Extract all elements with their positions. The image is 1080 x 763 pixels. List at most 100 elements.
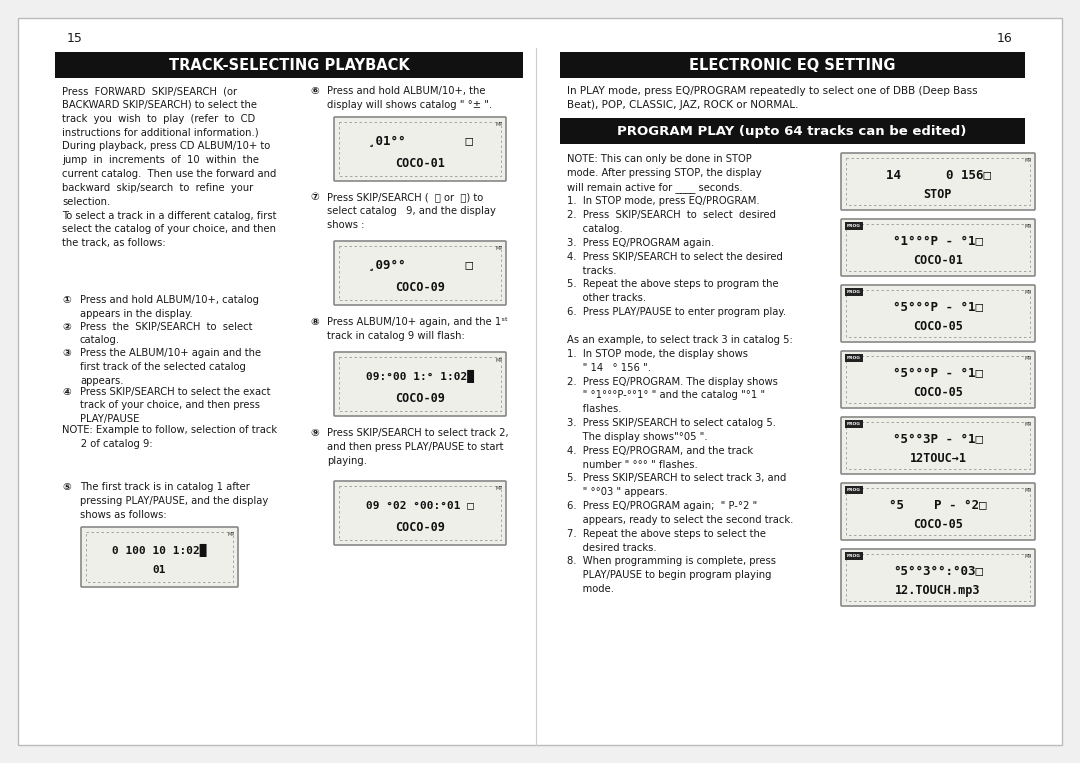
FancyBboxPatch shape: [841, 549, 1035, 606]
Text: MP: MP: [1025, 555, 1031, 559]
Text: PROG: PROG: [847, 554, 861, 558]
Text: PROG: PROG: [847, 356, 861, 360]
Text: NOTE: This can only be done in STOP
mode. After pressing STOP, the display
will : NOTE: This can only be done in STOP mode…: [567, 154, 786, 317]
Bar: [339, 357, 501, 411]
Text: MP: MP: [1025, 356, 1031, 362]
Text: MP: MP: [228, 533, 234, 537]
Text: 0 100 10 1:02█: 0 100 10 1:02█: [112, 543, 206, 556]
Text: COCO-05: COCO-05: [913, 385, 963, 398]
Text: MP: MP: [1025, 423, 1031, 427]
FancyBboxPatch shape: [841, 483, 1035, 540]
FancyBboxPatch shape: [334, 481, 507, 545]
FancyBboxPatch shape: [334, 241, 507, 305]
Bar: [846, 356, 1030, 403]
Text: PROGRAM PLAY (upto 64 tracks can be edited): PROGRAM PLAY (upto 64 tracks can be edit…: [618, 124, 967, 137]
Bar: [845, 552, 863, 560]
Bar: [339, 122, 501, 176]
Text: Press SKIP/SEARCH to select the exact
track of your choice, and then press
PLAY/: Press SKIP/SEARCH to select the exact tr…: [80, 387, 270, 424]
Text: ⑧: ⑧: [310, 317, 319, 327]
FancyBboxPatch shape: [81, 527, 238, 587]
Text: °5°°3°°:°03□: °5°°3°°:°03□: [893, 565, 983, 578]
FancyBboxPatch shape: [334, 352, 507, 416]
Text: ⑥: ⑥: [310, 86, 319, 96]
Text: PROG: PROG: [847, 422, 861, 426]
Text: ③: ③: [62, 348, 71, 358]
Bar: [55, 52, 523, 78]
Bar: [86, 532, 233, 582]
Bar: [339, 486, 501, 540]
Text: MP: MP: [1025, 488, 1031, 494]
Text: MP: MP: [1025, 291, 1031, 295]
Text: COCO-09: COCO-09: [395, 391, 445, 404]
Text: STOP: STOP: [923, 188, 953, 201]
Text: 09:°00 1:° 1:02█: 09:°00 1:° 1:02█: [366, 370, 474, 383]
Text: Press and hold ALBUM/10+, the
display will shows catalog " °± ".: Press and hold ALBUM/10+, the display wi…: [327, 86, 492, 110]
Bar: [561, 52, 1025, 78]
Text: COCO-01: COCO-01: [395, 156, 445, 169]
Bar: [561, 118, 1025, 144]
Text: 01: 01: [152, 565, 166, 575]
Text: MP: MP: [496, 246, 502, 252]
Bar: [846, 422, 1030, 469]
Text: MP: MP: [1025, 224, 1031, 230]
Text: Press SKIP/SEARCH (  ⏮ or  ⏭) to
select catalog   9, and the display
shows :: Press SKIP/SEARCH ( ⏮ or ⏭) to select ca…: [327, 192, 496, 230]
Text: NOTE: Example to follow, selection of track
      2 of catalog 9:: NOTE: Example to follow, selection of tr…: [62, 425, 278, 449]
Text: ④: ④: [62, 387, 71, 397]
Text: 12TOUC→1: 12TOUC→1: [909, 452, 967, 465]
Bar: [846, 554, 1030, 601]
Text: MP: MP: [496, 358, 502, 362]
Text: Press SKIP/SEARCH to select track 2,
and then press PLAY/PAUSE to start
playing.: Press SKIP/SEARCH to select track 2, and…: [327, 428, 509, 465]
Text: Press  FORWARD  SKIP/SEARCH  (or
BACKWARD SKIP/SEARCH) to select the
track  you : Press FORWARD SKIP/SEARCH (or BACKWARD S…: [62, 86, 276, 248]
Text: Press ALBUM/10+ again, and the 1ˢᵗ
track in catalog 9 will flash:: Press ALBUM/10+ again, and the 1ˢᵗ track…: [327, 317, 508, 341]
Text: ¸09°°        □: ¸09°° □: [367, 259, 473, 272]
Text: °1°°°P - °1□: °1°°°P - °1□: [893, 234, 983, 247]
Text: In PLAY mode, press EQ/PROGRAM repeatedly to select one of DBB (Deep Bass
Beat),: In PLAY mode, press EQ/PROGRAM repeatedl…: [567, 86, 977, 110]
Text: 14      0 156□: 14 0 156□: [886, 169, 990, 182]
Bar: [846, 224, 1030, 271]
Text: COCO-01: COCO-01: [913, 253, 963, 266]
Bar: [845, 354, 863, 362]
Text: ⑨: ⑨: [310, 428, 319, 438]
FancyBboxPatch shape: [841, 351, 1035, 408]
Text: COCO-09: COCO-09: [395, 521, 445, 534]
FancyBboxPatch shape: [841, 219, 1035, 276]
Bar: [846, 488, 1030, 535]
FancyBboxPatch shape: [334, 117, 507, 181]
Text: ⑤: ⑤: [62, 482, 71, 492]
Bar: [339, 246, 501, 300]
Text: °5°°°P - °1□: °5°°°P - °1□: [893, 301, 983, 314]
Text: ¸01°°        □: ¸01°° □: [367, 135, 473, 148]
Text: Press the ALBUM/10+ again and the
first track of the selected catalog
appears.: Press the ALBUM/10+ again and the first …: [80, 348, 261, 386]
Text: The first track is in catalog 1 after
pressing PLAY/PAUSE, and the display
shows: The first track is in catalog 1 after pr…: [80, 482, 268, 520]
Text: TRACK-SELECTING PLAYBACK: TRACK-SELECTING PLAYBACK: [168, 57, 409, 72]
Text: °5°°°P - °1□: °5°°°P - °1□: [893, 366, 983, 379]
FancyBboxPatch shape: [841, 153, 1035, 210]
Text: ①: ①: [62, 295, 71, 305]
Text: Press  the  SKIP/SEARCH  to  select
catalog.: Press the SKIP/SEARCH to select catalog.: [80, 321, 253, 346]
Text: PROG: PROG: [847, 488, 861, 492]
Text: °5°°3P - °1□: °5°°3P - °1□: [893, 433, 983, 446]
Bar: [845, 420, 863, 428]
Text: COCO-05: COCO-05: [913, 320, 963, 333]
Text: MP: MP: [1025, 159, 1031, 163]
Text: COCO-05: COCO-05: [913, 517, 963, 530]
Text: ELECTRONIC EQ SETTING: ELECTRONIC EQ SETTING: [689, 57, 895, 72]
Bar: [845, 486, 863, 494]
Bar: [845, 222, 863, 230]
Text: 15: 15: [67, 31, 83, 44]
Text: MP: MP: [496, 123, 502, 127]
FancyBboxPatch shape: [841, 285, 1035, 342]
Bar: [846, 158, 1030, 205]
Text: °5    P - °2□: °5 P - °2□: [889, 498, 987, 511]
Text: 09 °02 °00:°01 □: 09 °02 °00:°01 □: [366, 501, 474, 510]
Text: PROG: PROG: [847, 224, 861, 228]
Text: 16: 16: [997, 31, 1013, 44]
FancyBboxPatch shape: [841, 417, 1035, 474]
Text: ②: ②: [62, 321, 71, 332]
Text: COCO-09: COCO-09: [395, 281, 445, 294]
Bar: [845, 288, 863, 296]
Text: MP: MP: [496, 487, 502, 491]
Text: 12.TOUCH.mp3: 12.TOUCH.mp3: [895, 584, 981, 597]
Text: Press and hold ALBUM/10+, catalog
appears in the display.: Press and hold ALBUM/10+, catalog appear…: [80, 295, 259, 319]
Bar: [846, 290, 1030, 337]
